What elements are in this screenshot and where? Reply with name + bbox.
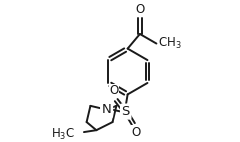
Text: CH$_3$: CH$_3$: [158, 36, 182, 51]
Text: H$_3$C: H$_3$C: [51, 126, 75, 142]
Text: O: O: [132, 126, 141, 139]
Text: S: S: [121, 105, 130, 118]
Text: N: N: [102, 103, 112, 116]
Text: O: O: [135, 3, 144, 16]
Text: O: O: [110, 84, 119, 97]
Text: N: N: [102, 103, 112, 116]
